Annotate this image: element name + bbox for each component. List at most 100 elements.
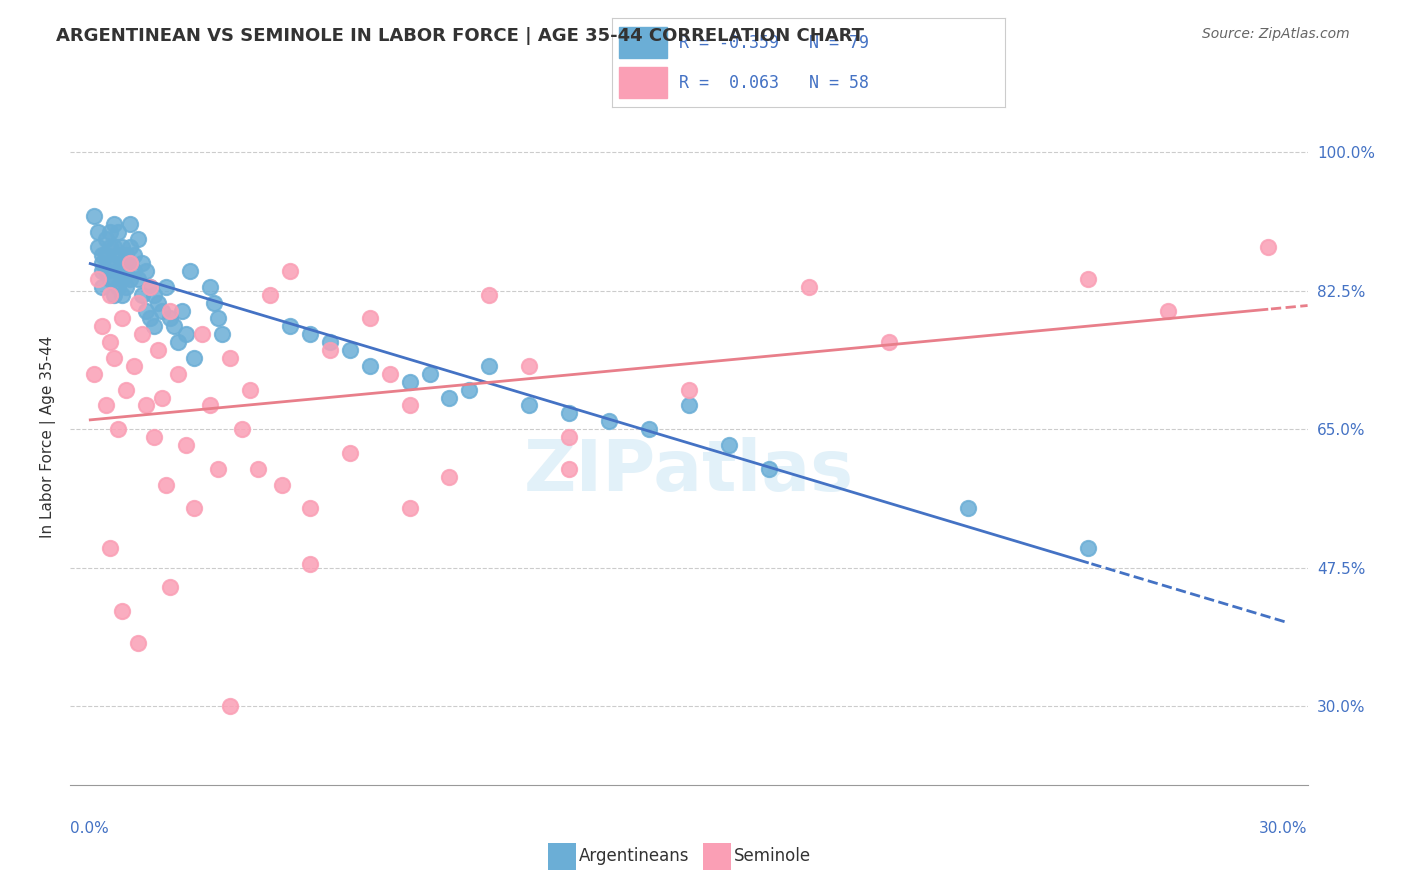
Point [120, 272, 142, 286]
Point [378, 367, 401, 381]
Point [877, 335, 900, 350]
Point [638, 422, 661, 436]
Point [127, 635, 149, 649]
Point [131, 287, 153, 301]
Text: Source: ZipAtlas.com: Source: ZipAtlas.com [1202, 27, 1350, 41]
Point [155, 477, 177, 491]
Point [127, 295, 149, 310]
Point [107, 248, 129, 262]
Point [139, 280, 162, 294]
Point [103, 272, 125, 286]
Point [298, 501, 321, 516]
Point [298, 327, 321, 342]
Point [211, 327, 233, 342]
Point [111, 240, 134, 254]
Point [163, 319, 186, 334]
Point [246, 461, 269, 475]
Text: R =  0.063   N = 58: R = 0.063 N = 58 [679, 74, 869, 92]
Point [115, 248, 138, 262]
Point [87, 240, 110, 254]
Point [107, 280, 129, 294]
Point [231, 422, 253, 436]
Point [107, 264, 129, 278]
Point [139, 311, 162, 326]
Point [191, 327, 214, 342]
Point [198, 399, 221, 413]
Point [111, 287, 134, 301]
Point [1077, 272, 1099, 286]
Point [478, 359, 501, 373]
Point [1257, 240, 1279, 254]
Point [198, 280, 221, 294]
Point [678, 383, 700, 397]
Point [120, 240, 142, 254]
Point [758, 461, 780, 475]
Point [103, 351, 125, 365]
Point [1157, 303, 1180, 318]
Point [1077, 541, 1099, 555]
Point [146, 343, 169, 358]
Point [319, 335, 342, 350]
Point [96, 232, 118, 246]
Point [170, 303, 193, 318]
Point [135, 399, 157, 413]
Point [120, 256, 142, 270]
Point [717, 438, 740, 452]
Point [98, 272, 121, 286]
Point [439, 469, 461, 483]
Point [174, 327, 197, 342]
Text: 30.0%: 30.0% [1260, 821, 1308, 836]
Point [91, 264, 114, 278]
Point [478, 287, 501, 301]
Point [207, 311, 229, 326]
Text: R = -0.359   N = 79: R = -0.359 N = 79 [679, 34, 869, 52]
Point [111, 311, 134, 326]
Point [517, 359, 540, 373]
Point [598, 414, 620, 428]
Point [678, 399, 700, 413]
Point [83, 209, 105, 223]
Point [91, 280, 114, 294]
Point [122, 359, 145, 373]
Point [103, 287, 125, 301]
Point [122, 248, 145, 262]
Point [167, 367, 190, 381]
Point [398, 375, 420, 389]
Point [219, 698, 242, 713]
Point [239, 383, 262, 397]
Point [107, 422, 129, 436]
Point [398, 501, 420, 516]
Point [398, 399, 420, 413]
Point [167, 335, 190, 350]
Point [96, 248, 118, 262]
Point [183, 501, 205, 516]
Point [98, 225, 121, 239]
Point [150, 391, 173, 405]
Point [103, 217, 125, 231]
Point [135, 303, 157, 318]
Point [219, 351, 242, 365]
Y-axis label: In Labor Force | Age 35-44: In Labor Force | Age 35-44 [41, 336, 56, 538]
Point [111, 256, 134, 270]
Point [91, 248, 114, 262]
Point [143, 319, 166, 334]
Point [418, 367, 440, 381]
Point [150, 303, 173, 318]
Point [111, 604, 134, 618]
Point [957, 501, 980, 516]
Point [183, 351, 205, 365]
Point [98, 287, 121, 301]
Point [159, 580, 181, 594]
Point [91, 319, 114, 334]
Point [558, 461, 581, 475]
Point [458, 383, 481, 397]
Point [558, 430, 581, 444]
Point [98, 240, 121, 254]
Point [127, 232, 149, 246]
Bar [620, 67, 666, 98]
Point [558, 406, 581, 420]
Point [159, 311, 181, 326]
Point [83, 367, 105, 381]
Point [107, 225, 129, 239]
Point [174, 438, 197, 452]
